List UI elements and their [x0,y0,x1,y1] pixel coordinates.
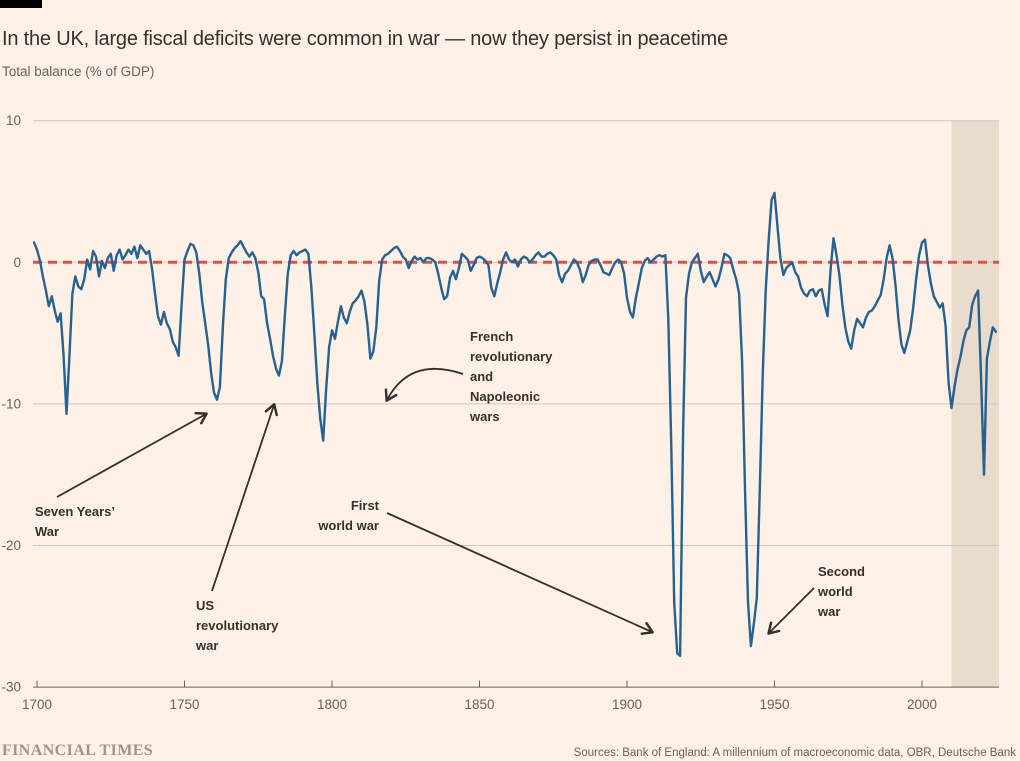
x-tick-label: 1950 [759,697,789,712]
x-tick-label: 1750 [169,697,199,712]
annotation-line: Seven Years’ [35,504,115,519]
annotation-line: French [470,329,514,344]
annotation-line: revolutionary [196,618,279,633]
annotation-arrow-french-revolutionary-and-napoleonic-wars [384,367,464,402]
page-title: In the UK, large fiscal deficits were co… [2,28,728,51]
y-tick-label: 10 [6,113,21,128]
highlight-band [951,120,999,688]
gridlines [33,120,999,546]
annotation-line: war [196,638,219,653]
annotation-arrow-seven-years-war [56,411,208,498]
annotation-line: war [818,604,841,619]
ft-top-bar [0,0,42,8]
annotation-line: War [35,524,60,539]
annotation-line: First [350,498,379,513]
x-tick-label: 1700 [22,697,52,712]
annotation-line: world [818,584,853,599]
annotation-label-us-revolutionary-war: US revolutionary war [196,596,278,656]
chart-unit-label: Total balance (% of GDP) [2,64,155,79]
total-balance-line [32,191,997,658]
annotation-line: US [196,598,215,613]
y-tick-label: -10 [1,396,21,411]
annotation-line: world war [318,518,379,533]
annotation-label-seven-years-war: Seven Years’ War [35,502,115,542]
annotation-label-french-revolutionary-and-napoleonic-wars: French revolutionary and Napoleonic wars [470,327,552,427]
x-tick-label: 1800 [317,697,347,712]
x-tick-label: 1850 [464,697,494,712]
y-axis-labels: 10 0 -10 -20 -30 [1,113,21,694]
x-tick-label: 1900 [612,697,642,712]
x-tick-label: 2000 [907,697,937,712]
y-tick-label: 0 [13,255,21,270]
annotation-line: Napoleonic [470,389,541,404]
annotation-label-first-world-war: First world war [318,496,379,536]
x-axis: 1700 1750 1800 1850 1900 1950 2000 [22,680,999,712]
annotation-line: revolutionary [470,349,553,364]
annotation-arrow-first-world-war [386,512,654,635]
ft-logo-text: FINANCIAL TIMES [2,742,154,759]
annotation-line: and [470,369,494,384]
annotation-arrow-us-revolutionary-war [211,403,278,592]
annotation-line: wars [470,409,500,424]
y-tick-label: -30 [1,680,21,695]
annotation-arrows [56,367,815,635]
sources-note: Sources: Bank of England: A millennium o… [573,747,1016,759]
y-tick-label: -20 [1,538,21,553]
annotation-arrow-second-world-war [767,587,815,635]
annotation-line: Second [818,564,865,579]
annotation-label-second-world-war: Second world war [818,562,865,622]
